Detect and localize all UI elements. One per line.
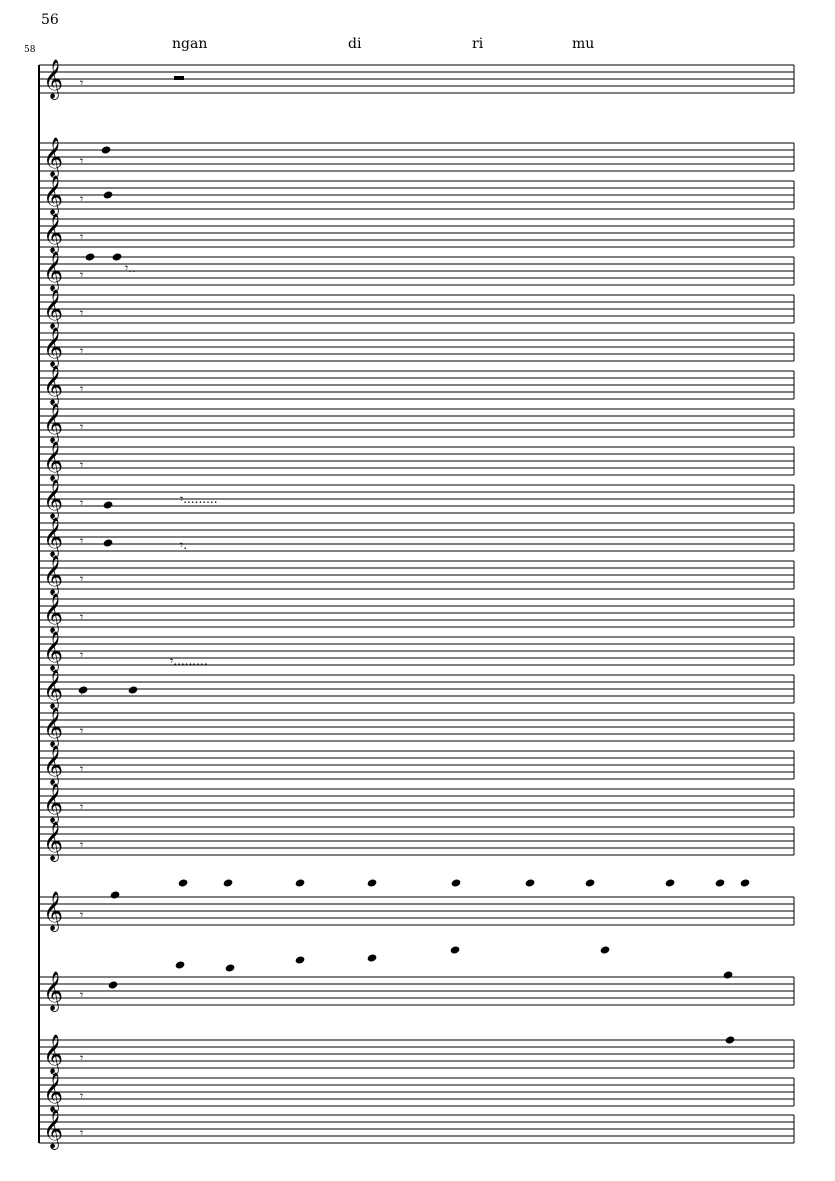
rest-icon: 𝄾......... [180, 492, 218, 506]
notehead [85, 253, 95, 261]
notehead [103, 501, 113, 509]
notehead [715, 879, 725, 887]
notehead [78, 686, 88, 694]
treble-clef-icon: 𝄞 [43, 891, 63, 932]
treble-clef-icon: 𝄞 [43, 289, 63, 330]
rest-icon: 𝄾.. [125, 261, 136, 275]
notehead [110, 891, 120, 899]
treble-clef-icon: 𝄞 [43, 745, 63, 786]
treble-clef-icon: 𝄞 [43, 971, 63, 1012]
rest-icon: 𝄾 [80, 908, 83, 922]
rest-icon: 𝄾 [80, 572, 83, 586]
notehead [128, 686, 138, 694]
treble-clef-icon: 𝄞 [43, 251, 63, 292]
notehead [367, 954, 377, 962]
notehead [108, 981, 118, 989]
treble-clef-icon: 𝄞 [43, 593, 63, 634]
rest-icon: 𝄾. [180, 538, 187, 552]
treble-clef-icon: 𝄞 [43, 479, 63, 520]
treble-clef-icon: 𝄞 [43, 441, 63, 482]
rest-icon: 𝄾 [80, 268, 83, 282]
rest-icon: 𝄾 [80, 192, 83, 206]
rest-icon: 𝄾 [80, 534, 83, 548]
rest-icon: 𝄾 [80, 230, 83, 244]
measure-number: 56 [41, 12, 59, 28]
treble-clef-icon: 𝄞 [43, 365, 63, 406]
treble-clef-icon: 𝄞 [43, 821, 63, 862]
rest-icon: 𝄾 [80, 838, 83, 852]
rest-icon: 𝄾 [80, 800, 83, 814]
treble-clef-icon: 𝄞 [43, 555, 63, 596]
notehead [178, 879, 188, 887]
rest-icon: 𝄾 [80, 420, 83, 434]
notehead [367, 879, 377, 887]
notehead [525, 879, 535, 887]
treble-clef-icon: 𝄞 [43, 1072, 63, 1113]
rest-icon: 𝄾 [80, 76, 83, 90]
notehead [451, 879, 461, 887]
notehead [101, 146, 111, 154]
notehead [295, 879, 305, 887]
lyric-syllable: ngan [172, 36, 208, 52]
treble-clef-icon: 𝄞 [43, 403, 63, 444]
rest-icon: 𝄾 [80, 762, 83, 776]
treble-clef-icon: 𝄞 [43, 669, 63, 710]
notehead [223, 879, 233, 887]
rest-icon: 𝄾 [80, 1089, 83, 1103]
bar-number: 58 [24, 45, 36, 55]
lyric-syllable: ri [472, 36, 484, 52]
treble-clef-icon: 𝄞 [43, 631, 63, 672]
rest-icon: 𝄾 [80, 154, 83, 168]
notehead [175, 961, 185, 969]
rest-icon: 𝄾 [80, 382, 83, 396]
notehead [600, 946, 610, 954]
rest-icon: 𝄾 [80, 1051, 83, 1065]
notehead [295, 956, 305, 964]
notehead [725, 1036, 735, 1044]
notehead [665, 879, 675, 887]
treble-clef-icon: 𝄞 [43, 59, 63, 100]
treble-clef-icon: 𝄞 [43, 175, 63, 216]
lyric-syllable: mu [572, 36, 595, 52]
notehead [103, 191, 113, 199]
rest-icon: 𝄾 [80, 988, 83, 1002]
notehead [740, 879, 750, 887]
rest-icon: 𝄾 [80, 344, 83, 358]
treble-clef-icon: 𝄞 [43, 137, 63, 178]
treble-clef-icon: 𝄞 [43, 517, 63, 558]
treble-clef-icon: 𝄞 [43, 327, 63, 368]
notehead [112, 253, 122, 261]
rest-icon [174, 76, 184, 80]
notehead [450, 946, 460, 954]
rest-icon: 𝄾 [80, 458, 83, 472]
treble-clef-icon: 𝄞 [43, 783, 63, 824]
treble-clef-icon: 𝄞 [43, 1109, 63, 1150]
lyric-syllable: di [348, 36, 362, 52]
notehead [585, 879, 595, 887]
treble-clef-icon: 𝄞 [43, 213, 63, 254]
notehead [103, 539, 113, 547]
treble-clef-icon: 𝄞 [43, 707, 63, 748]
rest-icon: 𝄾 [80, 648, 83, 662]
rest-icon: 𝄾 [80, 306, 83, 320]
notehead [225, 964, 235, 972]
rest-icon: 𝄾......... [170, 654, 208, 668]
notehead [723, 971, 733, 979]
treble-clef-icon: 𝄞 [43, 1034, 63, 1075]
rest-icon: 𝄾 [80, 724, 83, 738]
rest-icon: 𝄾 [80, 610, 83, 624]
rest-icon: 𝄾 [80, 1126, 83, 1140]
rest-icon: 𝄾 [80, 496, 83, 510]
